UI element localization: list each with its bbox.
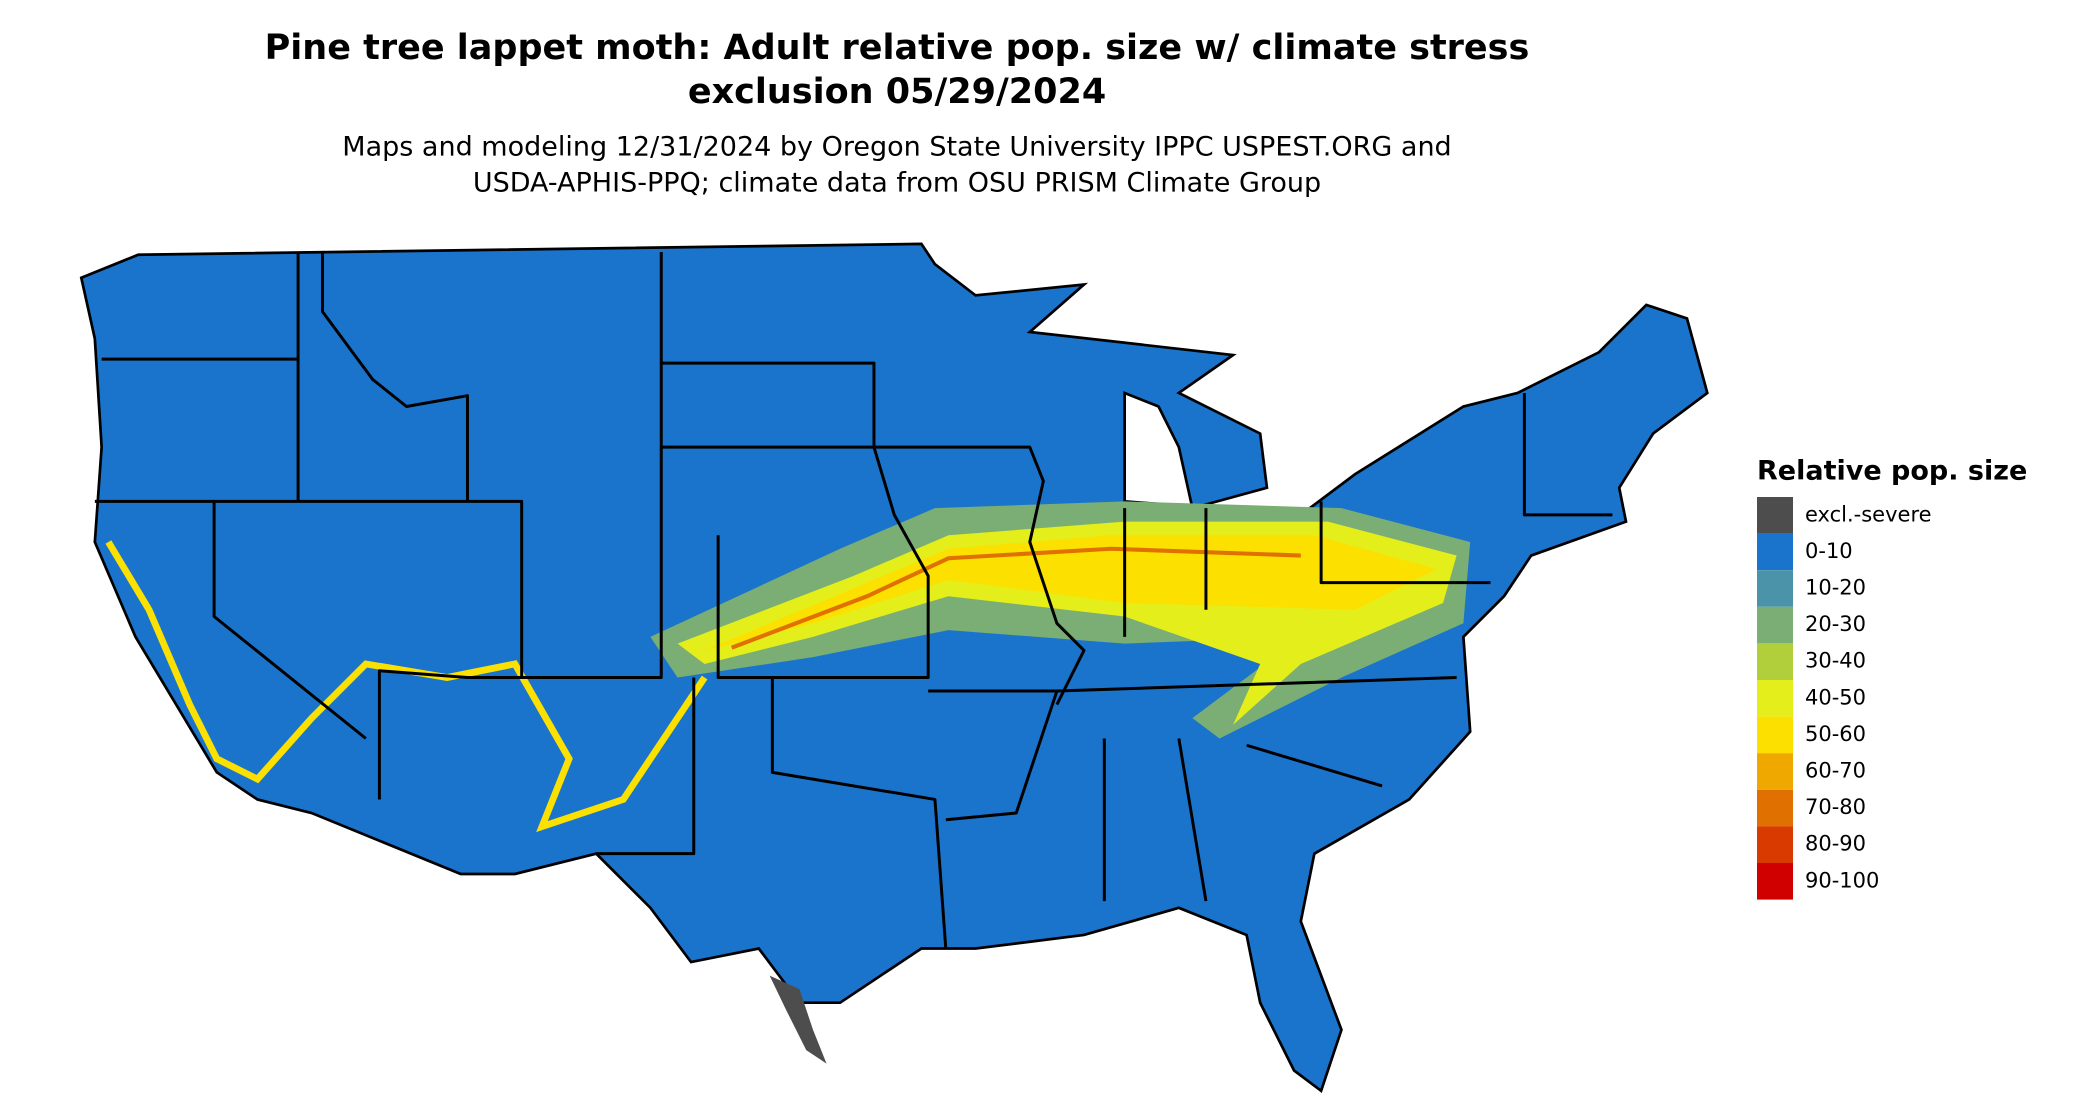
legend-label: 50-60 xyxy=(1805,722,1866,746)
legend-swatch xyxy=(1757,789,1793,827)
legend: excl.-severe 0-10 10-20 20-30 30-40 40-50 50-6… xyxy=(1757,497,1932,900)
legend-swatch xyxy=(1757,570,1793,607)
legend-swatch xyxy=(1757,643,1793,680)
legend-swatch xyxy=(1757,826,1793,863)
us-land xyxy=(79,242,1709,1093)
legend-swatch xyxy=(1757,753,1793,790)
excl-texas xyxy=(769,975,827,1064)
map xyxy=(79,242,1709,1093)
legend-label: 30-40 xyxy=(1805,649,1866,673)
subtitle: USDA-APHIS-PPQ; climate data from OSU PR… xyxy=(473,168,1321,199)
legend-label: 40-50 xyxy=(1805,685,1866,709)
band-orange xyxy=(730,546,1301,650)
title: exclusion 05/29/2024 xyxy=(688,72,1106,112)
legend-label: 10-20 xyxy=(1805,576,1866,600)
legend-label: 80-90 xyxy=(1805,832,1866,856)
legend-label: 70-80 xyxy=(1805,795,1866,819)
legend-label: 60-70 xyxy=(1805,759,1866,783)
legend-label: 20-30 xyxy=(1805,612,1866,636)
legend-swatch xyxy=(1757,533,1793,571)
subtitle: Maps and modeling 12/31/2024 by Oregon S… xyxy=(342,132,1451,163)
title: Pine tree lappet moth: Adult relative po… xyxy=(265,28,1530,68)
legend-swatch xyxy=(1757,606,1793,644)
legend-label: 90-100 xyxy=(1805,868,1879,892)
legend-swatch xyxy=(1757,863,1793,900)
legend-title: Relative pop. size xyxy=(1757,456,2027,487)
legend-swatch xyxy=(1757,497,1793,534)
band-sw xyxy=(105,540,708,833)
state-lines xyxy=(94,252,1613,949)
legend-swatch xyxy=(1757,680,1793,717)
band-high xyxy=(704,535,1437,651)
legend-swatch xyxy=(1757,716,1793,754)
legend-label: excl.-severe xyxy=(1805,502,1932,526)
legend-label: 0-10 xyxy=(1805,539,1853,563)
